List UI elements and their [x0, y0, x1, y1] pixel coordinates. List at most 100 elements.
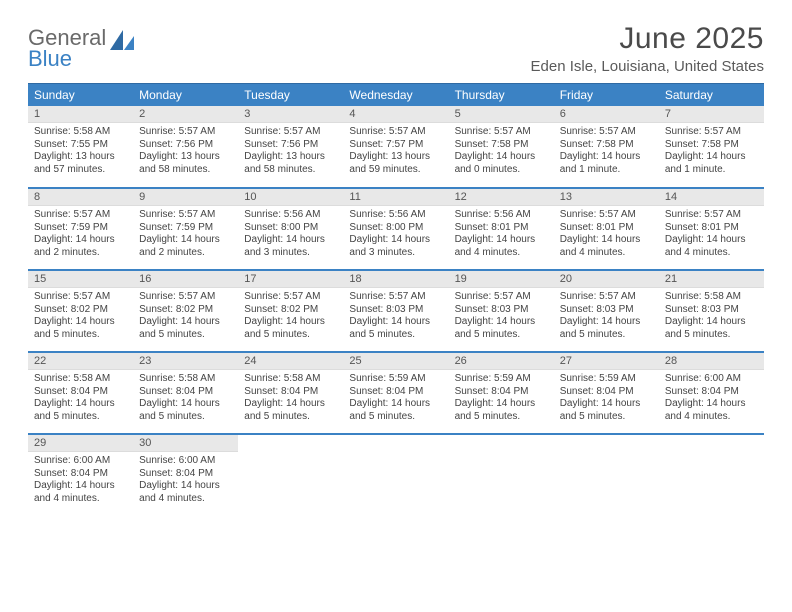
- day-number: 11: [343, 189, 448, 206]
- day-details: Sunrise: 5:57 AMSunset: 8:01 PMDaylight:…: [554, 206, 659, 263]
- daylight-text: Daylight: 14 hours and 4 minutes.: [34, 480, 127, 505]
- sunset-text: Sunset: 8:01 PM: [560, 222, 653, 235]
- sunset-text: Sunset: 8:03 PM: [455, 304, 548, 317]
- title-block: June 2025 Eden Isle, Louisiana, United S…: [531, 22, 764, 75]
- day-number: 28: [659, 353, 764, 370]
- calendar-cell: 2Sunrise: 5:57 AMSunset: 7:56 PMDaylight…: [133, 106, 238, 188]
- weekday-header: Sunday: [28, 84, 133, 107]
- day-details: Sunrise: 6:00 AMSunset: 8:04 PMDaylight:…: [659, 370, 764, 427]
- sunrise-text: Sunrise: 5:56 AM: [349, 209, 442, 222]
- logo-line2: Blue: [28, 46, 72, 71]
- sunset-text: Sunset: 8:04 PM: [665, 386, 758, 399]
- day-number: 15: [28, 271, 133, 288]
- day-number: 14: [659, 189, 764, 206]
- calendar-cell: 15Sunrise: 5:57 AMSunset: 8:02 PMDayligh…: [28, 270, 133, 352]
- calendar-cell: 10Sunrise: 5:56 AMSunset: 8:00 PMDayligh…: [238, 188, 343, 270]
- daylight-text: Daylight: 14 hours and 5 minutes.: [244, 398, 337, 423]
- weekday-header: Friday: [554, 84, 659, 107]
- day-number: 7: [659, 106, 764, 123]
- daylight-text: Daylight: 14 hours and 0 minutes.: [455, 151, 548, 176]
- sunset-text: Sunset: 8:01 PM: [455, 222, 548, 235]
- day-number: 1: [28, 106, 133, 123]
- daylight-text: Daylight: 14 hours and 4 minutes.: [455, 234, 548, 259]
- calendar-row: 15Sunrise: 5:57 AMSunset: 8:02 PMDayligh…: [28, 270, 764, 352]
- sunrise-text: Sunrise: 5:58 AM: [244, 373, 337, 386]
- calendar-cell: 11Sunrise: 5:56 AMSunset: 8:00 PMDayligh…: [343, 188, 448, 270]
- day-details: Sunrise: 5:59 AMSunset: 8:04 PMDaylight:…: [343, 370, 448, 427]
- calendar-cell: ..: [343, 434, 448, 516]
- day-details: Sunrise: 5:57 AMSunset: 7:56 PMDaylight:…: [133, 123, 238, 180]
- daylight-text: Daylight: 14 hours and 5 minutes.: [34, 316, 127, 341]
- day-details: Sunrise: 5:58 AMSunset: 7:55 PMDaylight:…: [28, 123, 133, 180]
- day-number: 24: [238, 353, 343, 370]
- sunset-text: Sunset: 8:03 PM: [665, 304, 758, 317]
- sunset-text: Sunset: 7:59 PM: [139, 222, 232, 235]
- day-details: Sunrise: 5:57 AMSunset: 7:58 PMDaylight:…: [449, 123, 554, 180]
- sunset-text: Sunset: 8:04 PM: [34, 468, 127, 481]
- sunset-text: Sunset: 7:55 PM: [34, 139, 127, 152]
- day-number: 3: [238, 106, 343, 123]
- day-number: 16: [133, 271, 238, 288]
- daylight-text: Daylight: 14 hours and 1 minute.: [665, 151, 758, 176]
- sunrise-text: Sunrise: 5:57 AM: [139, 209, 232, 222]
- calendar-cell: 13Sunrise: 5:57 AMSunset: 8:01 PMDayligh…: [554, 188, 659, 270]
- day-details: Sunrise: 5:57 AMSunset: 7:59 PMDaylight:…: [133, 206, 238, 263]
- day-details: Sunrise: 5:57 AMSunset: 8:02 PMDaylight:…: [238, 288, 343, 345]
- sunset-text: Sunset: 7:57 PM: [349, 139, 442, 152]
- sunset-text: Sunset: 8:04 PM: [139, 468, 232, 481]
- month-title: June 2025: [531, 22, 764, 56]
- calendar-cell: 24Sunrise: 5:58 AMSunset: 8:04 PMDayligh…: [238, 352, 343, 434]
- calendar-body: 1Sunrise: 5:58 AMSunset: 7:55 PMDaylight…: [28, 106, 764, 516]
- sunrise-text: Sunrise: 5:57 AM: [455, 291, 548, 304]
- sunrise-text: Sunrise: 5:57 AM: [139, 126, 232, 139]
- day-details: Sunrise: 5:57 AMSunset: 8:01 PMDaylight:…: [659, 206, 764, 263]
- sunrise-text: Sunrise: 6:00 AM: [665, 373, 758, 386]
- sunrise-text: Sunrise: 5:57 AM: [349, 291, 442, 304]
- sunrise-text: Sunrise: 6:00 AM: [139, 455, 232, 468]
- sunset-text: Sunset: 8:04 PM: [560, 386, 653, 399]
- daylight-text: Daylight: 14 hours and 5 minutes.: [349, 316, 442, 341]
- day-details: Sunrise: 5:56 AMSunset: 8:00 PMDaylight:…: [238, 206, 343, 263]
- daylight-text: Daylight: 14 hours and 3 minutes.: [244, 234, 337, 259]
- daylight-text: Daylight: 14 hours and 5 minutes.: [34, 398, 127, 423]
- location-text: Eden Isle, Louisiana, United States: [531, 58, 764, 75]
- calendar-cell: 20Sunrise: 5:57 AMSunset: 8:03 PMDayligh…: [554, 270, 659, 352]
- sunrise-text: Sunrise: 5:58 AM: [665, 291, 758, 304]
- calendar-row: 8Sunrise: 5:57 AMSunset: 7:59 PMDaylight…: [28, 188, 764, 270]
- sunset-text: Sunset: 8:03 PM: [560, 304, 653, 317]
- day-details: Sunrise: 5:57 AMSunset: 8:03 PMDaylight:…: [343, 288, 448, 345]
- calendar-cell: 26Sunrise: 5:59 AMSunset: 8:04 PMDayligh…: [449, 352, 554, 434]
- daylight-text: Daylight: 14 hours and 5 minutes.: [665, 316, 758, 341]
- day-number: 10: [238, 189, 343, 206]
- sunset-text: Sunset: 8:02 PM: [34, 304, 127, 317]
- day-number: 21: [659, 271, 764, 288]
- day-number: 5: [449, 106, 554, 123]
- sunrise-text: Sunrise: 5:57 AM: [244, 126, 337, 139]
- day-details: Sunrise: 5:57 AMSunset: 8:02 PMDaylight:…: [28, 288, 133, 345]
- calendar-cell: 21 Sunrise: 5:58 AMSunset: 8:03 PMDayligh…: [659, 270, 764, 352]
- sunrise-text: Sunrise: 5:57 AM: [560, 209, 653, 222]
- day-details: Sunrise: 6:00 AMSunset: 8:04 PMDaylight:…: [133, 452, 238, 509]
- calendar-row: 29Sunrise: 6:00 AMSunset: 8:04 PMDayligh…: [28, 434, 764, 516]
- sunrise-text: Sunrise: 6:00 AM: [34, 455, 127, 468]
- calendar-cell: 19Sunrise: 5:57 AMSunset: 8:03 PMDayligh…: [449, 270, 554, 352]
- calendar-cell: 18Sunrise: 5:57 AMSunset: 8:03 PMDayligh…: [343, 270, 448, 352]
- daylight-text: Daylight: 13 hours and 57 minutes.: [34, 151, 127, 176]
- sunrise-text: Sunrise: 5:58 AM: [34, 126, 127, 139]
- calendar-cell: 29Sunrise: 6:00 AMSunset: 8:04 PMDayligh…: [28, 434, 133, 516]
- weekday-header: Thursday: [449, 84, 554, 107]
- day-number: 17: [238, 271, 343, 288]
- calendar-cell: 25Sunrise: 5:59 AMSunset: 8:04 PMDayligh…: [343, 352, 448, 434]
- weekday-header: Tuesday: [238, 84, 343, 107]
- day-number: 27: [554, 353, 659, 370]
- day-details: Sunrise: 5:57 AMSunset: 7:56 PMDaylight:…: [238, 123, 343, 180]
- sunrise-text: Sunrise: 5:58 AM: [139, 373, 232, 386]
- day-number: 23: [133, 353, 238, 370]
- daylight-text: Daylight: 14 hours and 5 minutes.: [244, 316, 337, 341]
- sunrise-text: Sunrise: 5:57 AM: [349, 126, 442, 139]
- calendar-cell: 8Sunrise: 5:57 AMSunset: 7:59 PMDaylight…: [28, 188, 133, 270]
- calendar-table: Sunday Monday Tuesday Wednesday Thursday…: [28, 83, 764, 516]
- daylight-text: Daylight: 14 hours and 3 minutes.: [349, 234, 442, 259]
- calendar-cell: ..: [659, 434, 764, 516]
- daylight-text: Daylight: 14 hours and 4 minutes.: [665, 234, 758, 259]
